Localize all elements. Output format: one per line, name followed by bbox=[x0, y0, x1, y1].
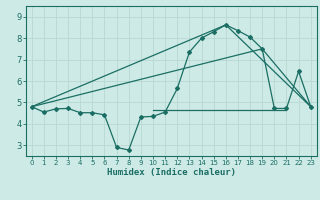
X-axis label: Humidex (Indice chaleur): Humidex (Indice chaleur) bbox=[107, 168, 236, 177]
